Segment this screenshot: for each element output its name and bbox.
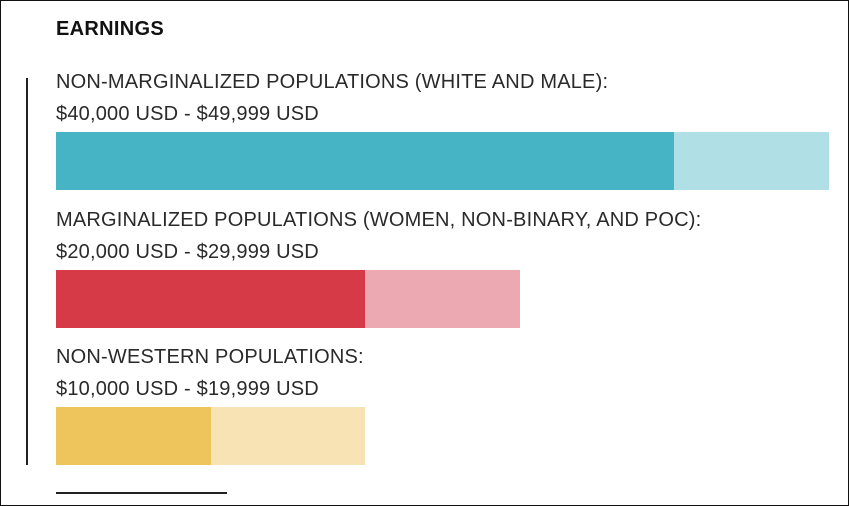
bar-min-0 xyxy=(56,132,675,190)
bottom-rule xyxy=(56,492,227,494)
range-label-2: $10,000 USD - $19,999 USD xyxy=(56,378,319,400)
bar-max-2 xyxy=(56,407,366,465)
category-label-0: NON-MARGINALIZED POPULATIONS (WHITE AND … xyxy=(56,71,609,93)
left-rule xyxy=(26,78,28,465)
range-label-1: $20,000 USD - $29,999 USD xyxy=(56,241,319,263)
bar-min-2 xyxy=(56,407,211,465)
bar-min-1 xyxy=(56,270,366,328)
category-label-2: NON-WESTERN POPULATIONS: xyxy=(56,346,364,368)
range-label-0: $40,000 USD - $49,999 USD xyxy=(56,103,319,125)
category-label-1: MARGINALIZED POPULATIONS (WOMEN, NON-BIN… xyxy=(56,209,702,231)
bar-max-0 xyxy=(56,132,829,190)
chart-title: EARNINGS xyxy=(56,18,164,40)
bar-max-1 xyxy=(56,270,520,328)
